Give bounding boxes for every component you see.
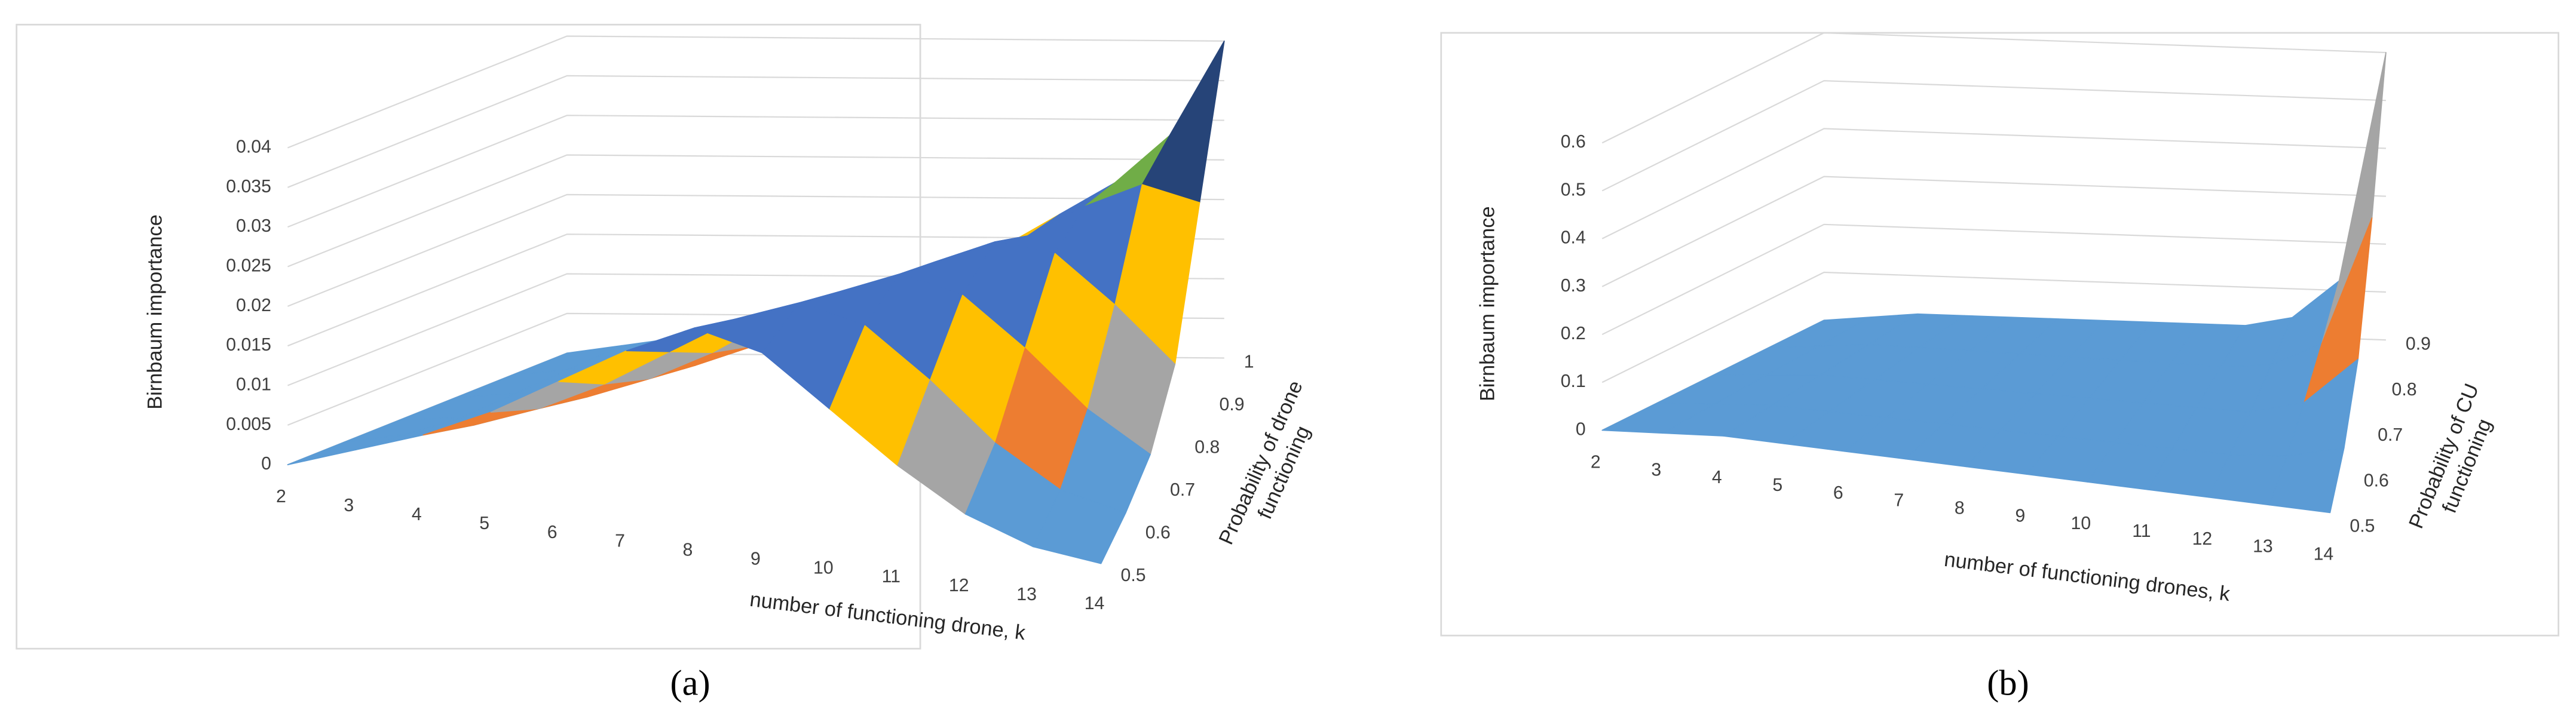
x-tick-label: 12 bbox=[949, 576, 969, 595]
grid-line bbox=[1601, 223, 2386, 336]
grid-line bbox=[287, 35, 1224, 149]
x-tick-label: 4 bbox=[1712, 468, 1722, 487]
grid-line bbox=[287, 154, 1224, 268]
surface-patch bbox=[1141, 40, 1225, 204]
x-tick-label: 9 bbox=[751, 549, 761, 569]
y-tick-label: 0.5 bbox=[2350, 517, 2375, 536]
x-tick-label: 9 bbox=[2015, 506, 2025, 526]
surface bbox=[287, 40, 1225, 564]
z-tick-label: 0.1 bbox=[1561, 371, 1586, 391]
x-tick-label: 6 bbox=[1833, 483, 1843, 503]
z-axis-title: Birnbaum importance bbox=[1477, 206, 1499, 401]
z-tick-label: 0.4 bbox=[1561, 228, 1586, 248]
x-tick-label: 3 bbox=[344, 496, 354, 515]
z-tick-label: 0.025 bbox=[226, 256, 271, 275]
z-tick-label: 0.5 bbox=[1561, 180, 1586, 199]
x-tick-label: 11 bbox=[882, 567, 900, 586]
x-tick-label: 12 bbox=[2192, 529, 2213, 549]
y-tick-label: 0.9 bbox=[1220, 395, 1245, 414]
grid-line bbox=[287, 115, 1224, 228]
grid-line bbox=[1601, 176, 2386, 287]
z-tick-label: 0.04 bbox=[236, 137, 271, 156]
caption: (b) bbox=[1987, 663, 2029, 703]
z-tick-label: 0.035 bbox=[226, 177, 271, 196]
z-tick-label: 0.01 bbox=[236, 375, 271, 395]
x-tick-label: 4 bbox=[412, 505, 422, 524]
grid-line bbox=[1601, 80, 2386, 192]
grid-line bbox=[287, 75, 1224, 188]
grid-line bbox=[287, 234, 1224, 347]
y-tick-label: 0.9 bbox=[2406, 334, 2431, 354]
surface bbox=[1601, 52, 2387, 514]
y-tick-label: 0.7 bbox=[2378, 425, 2403, 445]
x-tick-label: 14 bbox=[1085, 594, 1105, 613]
surface-patch bbox=[1033, 489, 1126, 564]
x-tick-label: 13 bbox=[1016, 585, 1037, 604]
z-tick-label: 0.3 bbox=[1561, 276, 1586, 296]
y-tick-label: 0.7 bbox=[1170, 480, 1195, 500]
caption: (a) bbox=[670, 663, 710, 703]
x-tick-label: 2 bbox=[276, 487, 286, 506]
x-tick-label: 8 bbox=[1955, 498, 1965, 518]
y-tick-label: 0.8 bbox=[1194, 438, 1220, 457]
grid-line bbox=[287, 193, 1224, 307]
x-tick-label: 5 bbox=[1772, 475, 1782, 495]
z-tick-label: 0 bbox=[1576, 419, 1586, 439]
x-tick-label: 5 bbox=[479, 514, 489, 533]
x-tick-label: 6 bbox=[547, 523, 558, 542]
z-axis-title: Birnbaum importance bbox=[143, 214, 166, 410]
x-tick-label: 8 bbox=[683, 540, 693, 560]
x-tick-label: 14 bbox=[2314, 544, 2334, 564]
x-tick-label: 13 bbox=[2253, 537, 2273, 557]
y-tick-label: 0.6 bbox=[2364, 471, 2389, 490]
y-tick-label: 0.5 bbox=[1121, 566, 1146, 585]
surface-patch bbox=[2269, 447, 2345, 514]
grid-line bbox=[1601, 271, 2386, 383]
z-tick-label: 0.005 bbox=[226, 414, 271, 434]
z-tick-label: 0.2 bbox=[1561, 324, 1586, 343]
z-tick-label: 0.03 bbox=[236, 216, 271, 236]
x-tick-label: 11 bbox=[2132, 521, 2151, 541]
grid-line bbox=[1601, 32, 2386, 144]
x-tick-label: 7 bbox=[615, 532, 625, 551]
z-tick-label: 0.6 bbox=[1561, 132, 1586, 152]
grid-line bbox=[1601, 128, 2386, 239]
z-tick-label: 0.015 bbox=[226, 335, 271, 355]
x-tick-label: 10 bbox=[2071, 514, 2091, 533]
x-tick-label: 2 bbox=[1591, 452, 1601, 472]
x-tick-label: 7 bbox=[1894, 491, 1904, 511]
y-tick-label: 1 bbox=[1244, 352, 1254, 372]
y-tick-label: 0.6 bbox=[1145, 523, 1171, 543]
z-tick-label: 0.02 bbox=[236, 296, 271, 315]
y-tick-label: 0.8 bbox=[2392, 380, 2417, 400]
x-tick-label: 10 bbox=[813, 558, 834, 578]
x-tick-label: 3 bbox=[1651, 460, 1661, 480]
z-tick-label: 0 bbox=[261, 454, 271, 474]
